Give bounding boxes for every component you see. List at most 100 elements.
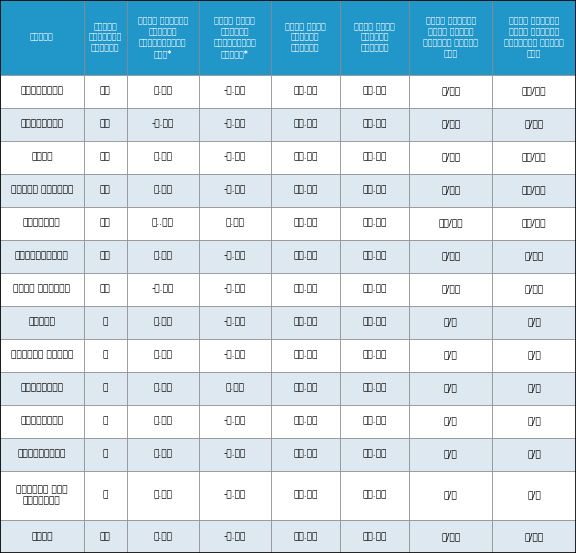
Bar xyxy=(492,437,576,471)
Text: ३४.१२: ३४.१२ xyxy=(293,351,317,359)
Text: ४१.७१: ४१.७१ xyxy=(293,252,317,260)
Bar xyxy=(84,405,127,437)
Text: राजस्थान: राजस्थान xyxy=(20,119,63,129)
Text: ०.९०: ०.९० xyxy=(153,450,172,458)
Text: १६: १६ xyxy=(100,186,111,195)
Text: -३.९७: -३.९७ xyxy=(151,119,174,129)
Bar xyxy=(409,239,492,273)
Text: ०/९: ०/९ xyxy=(444,317,457,327)
Text: -६.६३: -६.६३ xyxy=(223,153,246,161)
Bar xyxy=(84,372,127,405)
Text: ३७.४६: ३७.४६ xyxy=(362,87,386,96)
Bar xyxy=(340,306,409,338)
Bar xyxy=(199,273,271,306)
Text: ४२.३४: ४२.३४ xyxy=(362,119,386,129)
Text: -२.६९: -२.६९ xyxy=(223,87,246,96)
Text: ३६.४७: ३६.४७ xyxy=(362,532,386,541)
Text: ३५.१०: ३५.१० xyxy=(293,153,317,161)
Bar xyxy=(84,471,127,520)
Bar xyxy=(340,108,409,140)
Bar xyxy=(199,306,271,338)
Bar xyxy=(127,306,199,338)
Bar xyxy=(199,174,271,207)
Text: -२.३४: -२.३४ xyxy=(223,450,246,458)
Bar xyxy=(127,174,199,207)
Bar xyxy=(0,75,84,108)
Bar xyxy=(84,108,127,140)
Bar xyxy=(271,75,340,108)
Text: ०.४३: ०.४३ xyxy=(153,491,172,500)
Text: ३२.७३: ३२.७३ xyxy=(362,153,386,161)
Bar xyxy=(340,405,409,437)
Text: मतदार
संघांची
संख्या: मतदार संघांची संख्या xyxy=(89,22,122,53)
Bar xyxy=(340,338,409,372)
Text: ३५/३९: ३५/३९ xyxy=(522,87,547,96)
Text: -०.१४: -०.१४ xyxy=(223,252,246,260)
Bar xyxy=(340,75,409,108)
Bar xyxy=(409,405,492,437)
Bar xyxy=(492,174,576,207)
Bar xyxy=(0,405,84,437)
Text: ४/४: ४/४ xyxy=(528,384,541,393)
Bar xyxy=(409,520,492,553)
Bar xyxy=(492,338,576,372)
Text: २०१९ साच्या
तुलनेत
तापमानातील
फरक*: २०१९ साच्या तुलनेत तापमानातील फरक* xyxy=(138,17,188,58)
Text: ०.३०: ०.३० xyxy=(153,532,172,541)
Bar xyxy=(492,372,576,405)
Text: ०/१२: ०/१२ xyxy=(525,285,544,294)
Bar xyxy=(492,239,576,273)
Text: -६.२४: -६.२४ xyxy=(223,186,246,195)
Text: ५.७६: ५.७६ xyxy=(153,317,172,327)
Bar xyxy=(127,108,199,140)
Text: ४/१०: ४/१० xyxy=(441,532,460,541)
Bar xyxy=(0,471,84,520)
Text: १/१: १/१ xyxy=(528,491,541,500)
Text: ९/९: ९/९ xyxy=(528,317,541,327)
Text: २.३७: २.३७ xyxy=(153,153,172,161)
Text: ४०.८९: ४०.८९ xyxy=(293,384,317,393)
Text: २०/२०: २०/२० xyxy=(522,153,547,161)
Text: पश्चिम बंगाल: पश्चिम बंगाल xyxy=(10,351,73,359)
Text: ३९.०९: ३९.०९ xyxy=(293,186,317,195)
Text: २५: २५ xyxy=(100,119,111,129)
Bar xyxy=(340,140,409,174)
Bar xyxy=(84,0,127,75)
Bar xyxy=(492,207,576,239)
Text: ४/३९: ४/३९ xyxy=(441,87,460,96)
Text: २०: २० xyxy=(100,153,111,161)
Text: ०/१६: ०/१६ xyxy=(441,186,460,195)
Text: १३: १३ xyxy=(100,252,111,260)
Text: ३४.७२: ३४.७२ xyxy=(362,317,386,327)
Text: २०२४ मधील
सरासरी
तापमान: २०२४ मधील सरासरी तापमान xyxy=(285,22,325,53)
Text: १: १ xyxy=(103,450,108,458)
Text: १०: १० xyxy=(100,532,111,541)
Bar xyxy=(84,437,127,471)
Text: -८.०८: -८.०८ xyxy=(223,285,246,294)
Bar xyxy=(127,75,199,108)
Text: ३८.३७: ३८.३७ xyxy=(293,119,317,129)
Text: ६/१३: ६/१३ xyxy=(525,252,544,260)
Text: ४.३८: ४.३८ xyxy=(153,186,172,195)
Text: १३/१४: १३/१४ xyxy=(522,218,547,228)
Text: ४: ४ xyxy=(103,384,108,393)
Bar xyxy=(127,207,199,239)
Text: ३५.०६: ३५.०६ xyxy=(362,450,386,458)
Bar xyxy=(0,372,84,405)
Bar xyxy=(199,372,271,405)
Bar xyxy=(0,207,84,239)
Bar xyxy=(340,437,409,471)
Text: २/२: २/२ xyxy=(528,416,541,426)
Bar xyxy=(409,140,492,174)
Text: बिहार: बिहार xyxy=(28,317,55,327)
Bar xyxy=(127,372,199,405)
Text: २.२०: २.२० xyxy=(153,384,172,393)
Text: १४: १४ xyxy=(100,218,111,228)
Text: तमिळनाडू: तमिळनाडू xyxy=(20,87,63,96)
Text: ४०.४१: ४०.४१ xyxy=(293,285,317,294)
Bar xyxy=(271,437,340,471)
Bar xyxy=(340,520,409,553)
Bar xyxy=(340,174,409,207)
Text: ३८.६९: ३८.६९ xyxy=(362,384,386,393)
Bar xyxy=(271,207,340,239)
Bar xyxy=(492,520,576,553)
